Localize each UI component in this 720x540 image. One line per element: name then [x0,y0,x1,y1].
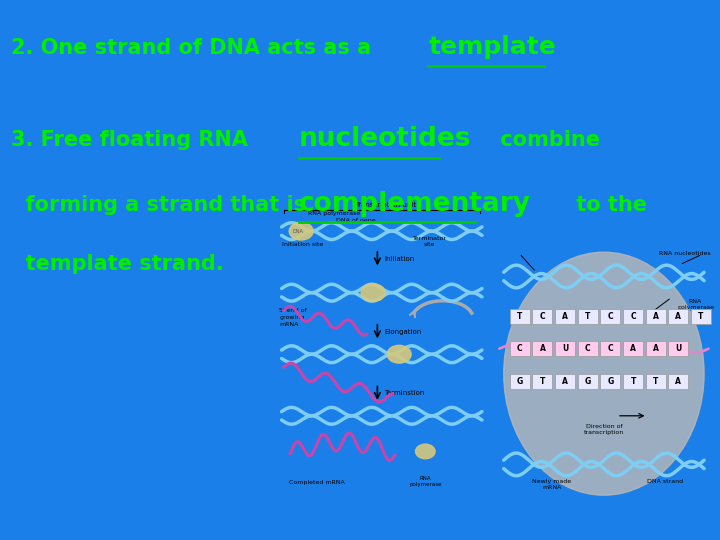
FancyBboxPatch shape [577,309,598,324]
Text: U: U [562,344,568,353]
FancyBboxPatch shape [668,309,688,324]
Text: RNA polymerase: RNA polymerase [307,211,360,216]
Text: DNA of gene: DNA of gene [336,218,375,223]
Text: template: template [428,35,556,59]
Text: DNA: DNA [292,228,303,234]
Text: C: C [585,344,590,353]
Text: A: A [653,312,659,321]
Text: Direction of
transcription: Direction of transcription [584,424,624,435]
FancyBboxPatch shape [623,374,643,389]
Text: Transcription unit: Transcription unit [356,202,417,208]
Text: combine: combine [493,130,600,150]
Text: T: T [653,376,658,386]
Text: RNA
polymerase: RNA polymerase [677,299,714,310]
Text: A: A [562,376,568,386]
Text: C: C [608,344,613,353]
Text: RNA
polymerase: RNA polymerase [409,476,441,487]
FancyBboxPatch shape [577,374,598,389]
FancyBboxPatch shape [600,374,621,389]
Text: A: A [630,344,636,353]
FancyBboxPatch shape [510,309,530,324]
Text: to the: to the [569,194,647,214]
Text: T: T [698,312,703,321]
Text: Newly made
mRNA: Newly made mRNA [532,479,571,490]
Text: T: T [540,376,545,386]
Ellipse shape [504,252,704,495]
Text: C: C [517,344,523,353]
Text: U: U [675,344,682,353]
Text: forming a strand that is: forming a strand that is [11,194,313,214]
Text: G: G [585,376,591,386]
Text: 3. Free floating RNA: 3. Free floating RNA [11,130,255,150]
Text: A: A [653,344,659,353]
FancyBboxPatch shape [533,341,552,356]
FancyBboxPatch shape [646,374,666,389]
Text: A: A [675,312,681,321]
Text: A: A [562,312,568,321]
FancyBboxPatch shape [691,309,711,324]
Text: 2. One strand of DNA acts as a: 2. One strand of DNA acts as a [11,38,378,58]
FancyBboxPatch shape [623,341,643,356]
Text: Terminstion: Terminstion [384,390,424,396]
Text: Initiation site: Initiation site [282,242,323,247]
FancyBboxPatch shape [600,309,621,324]
FancyBboxPatch shape [668,341,688,356]
Text: Elongation: Elongation [384,328,421,335]
Text: C: C [630,312,636,321]
Ellipse shape [415,444,435,459]
Text: A: A [675,376,681,386]
FancyBboxPatch shape [555,309,575,324]
Text: A: A [539,344,546,353]
FancyBboxPatch shape [510,341,530,356]
Text: T: T [517,312,523,321]
Text: growing: growing [279,315,305,320]
FancyBboxPatch shape [577,341,598,356]
Text: complementary: complementary [299,191,531,217]
FancyBboxPatch shape [533,309,552,324]
Text: nucleotides: nucleotides [299,126,472,152]
FancyBboxPatch shape [646,309,666,324]
FancyBboxPatch shape [600,341,621,356]
Text: DNA strand: DNA strand [647,479,683,484]
FancyBboxPatch shape [555,341,575,356]
Text: C: C [608,312,613,321]
Text: Completed mRNA: Completed mRNA [289,480,344,485]
FancyBboxPatch shape [623,309,643,324]
FancyBboxPatch shape [668,374,688,389]
FancyBboxPatch shape [510,374,530,389]
Text: G: G [607,376,613,386]
Ellipse shape [289,222,313,240]
Text: Iniliation: Iniliation [384,255,414,262]
Ellipse shape [361,284,385,301]
Text: T: T [631,376,636,386]
FancyBboxPatch shape [533,374,552,389]
FancyBboxPatch shape [555,374,575,389]
Ellipse shape [387,346,411,363]
Text: Terminator
site: Terminator site [413,236,446,247]
Text: T: T [585,312,590,321]
Text: template strand.: template strand. [11,254,223,274]
Text: 5' end of: 5' end of [279,308,307,313]
FancyBboxPatch shape [646,341,666,356]
Text: C: C [540,312,545,321]
Text: mRNA: mRNA [279,322,299,327]
Text: G: G [517,376,523,386]
Text: RNA nucleotides: RNA nucleotides [659,251,711,256]
